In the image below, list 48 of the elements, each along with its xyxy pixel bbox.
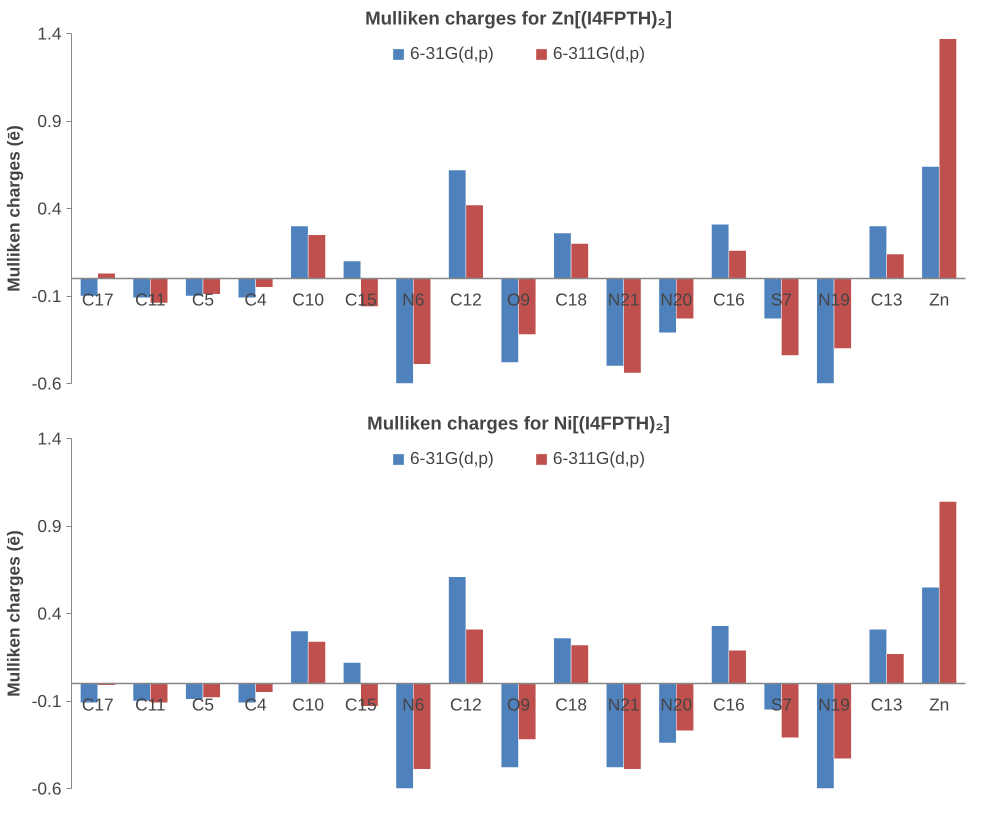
x-tick-label: C18 bbox=[555, 290, 587, 310]
x-tick-label: N19 bbox=[818, 290, 850, 310]
x-tick-label: C4 bbox=[244, 694, 267, 714]
x-tick-label: C13 bbox=[870, 694, 903, 714]
y-axis-title: Mulliken charges (ē) bbox=[4, 125, 24, 292]
x-tick-label: C13 bbox=[870, 290, 903, 310]
x-tick-label: C15 bbox=[344, 694, 377, 714]
y-axis-title: Mulliken charges (ē) bbox=[4, 530, 24, 697]
x-tick-label: C5 bbox=[192, 290, 214, 310]
legend-label: 6-31G(d,p) bbox=[410, 448, 494, 469]
y-tick-label: 0.9 bbox=[37, 111, 62, 131]
x-tick-label: O9 bbox=[506, 290, 530, 310]
x-tick-label: C11 bbox=[135, 694, 166, 714]
x-tick-label: C12 bbox=[450, 694, 482, 714]
x-tick-label: C10 bbox=[292, 694, 324, 714]
x-tick-label: Zn bbox=[929, 694, 950, 714]
x-tick-label: C18 bbox=[555, 694, 587, 714]
x-tick-label: S7 bbox=[770, 290, 792, 310]
x-tick-label: C16 bbox=[712, 290, 745, 310]
x-tick-label: N21 bbox=[608, 290, 640, 310]
x-tick-label: C17 bbox=[82, 694, 114, 714]
legend-label: 6-311G(d,p) bbox=[552, 43, 645, 64]
legend-label: 6-311G(d,p) bbox=[552, 448, 645, 469]
x-tick-label: N19 bbox=[818, 694, 850, 714]
y-tick-label: -0.1 bbox=[32, 691, 62, 711]
legend-label: 6-31G(d,p) bbox=[410, 43, 494, 64]
x-tick-label: N20 bbox=[660, 290, 692, 310]
x-tick-label: C5 bbox=[192, 694, 214, 714]
x-tick-label: C17 bbox=[82, 290, 114, 310]
y-tick-label: 1.4 bbox=[37, 24, 62, 44]
x-tick-label: Zn bbox=[929, 290, 950, 310]
y-tick-label: 0.4 bbox=[37, 198, 62, 218]
x-tick-label: C10 bbox=[292, 290, 324, 310]
x-tick-label: N21 bbox=[608, 694, 640, 714]
y-tick-label: -0.1 bbox=[32, 286, 62, 306]
y-tick-label: 0.4 bbox=[37, 604, 62, 624]
y-tick-label: 0.9 bbox=[37, 516, 62, 536]
y-tick-label: -0.6 bbox=[32, 374, 62, 394]
x-tick-label: S7 bbox=[770, 694, 792, 714]
y-tick-label: 1.4 bbox=[37, 428, 62, 448]
x-tick-label: O9 bbox=[506, 694, 530, 714]
x-tick-label: C16 bbox=[712, 694, 745, 714]
x-tick-label: N20 bbox=[660, 694, 692, 714]
x-tick-label: C4 bbox=[244, 290, 267, 310]
x-tick-label: C12 bbox=[450, 290, 482, 310]
chart-title: Mulliken charges for Zn[(I4FPTH)₂] bbox=[365, 8, 672, 28]
y-tick-label: -0.6 bbox=[32, 778, 62, 798]
chart-title: Mulliken charges for Ni[(I4FPTH)₂] bbox=[367, 412, 670, 434]
